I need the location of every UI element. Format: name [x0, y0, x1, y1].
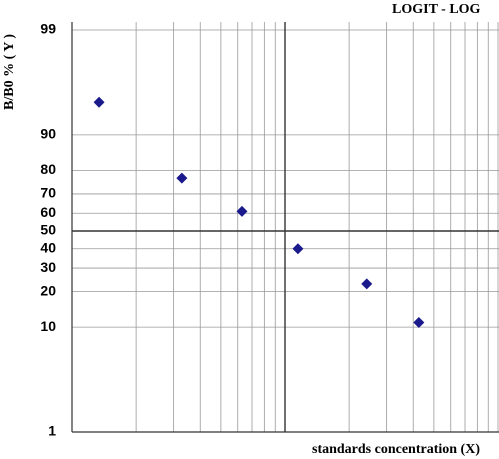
y-tick-label: 1 [48, 423, 56, 439]
point [236, 205, 248, 217]
chart-title: LOGIT - LOG [392, 2, 481, 17]
point [176, 172, 188, 184]
y-tick-label: 80 [40, 161, 56, 177]
y-tick-label: 50 [40, 222, 56, 238]
y-tick-label: 60 [40, 204, 56, 220]
y-tick-label: 90 [40, 126, 56, 142]
y-tick-label: 30 [40, 259, 56, 275]
y-tick-label: 10 [40, 318, 56, 334]
y-axis-label: B/B0 % ( Y ) [2, 34, 17, 110]
y-tick-label: 40 [40, 239, 56, 255]
y-tick-label: 99 [40, 21, 56, 37]
point [361, 278, 373, 290]
point [292, 243, 304, 255]
y-tick-label: 70 [40, 185, 56, 201]
x-axis-label: standards concentration (X) [312, 442, 480, 457]
point [93, 96, 105, 108]
y-tick-label: 20 [40, 282, 56, 298]
point [413, 316, 425, 328]
